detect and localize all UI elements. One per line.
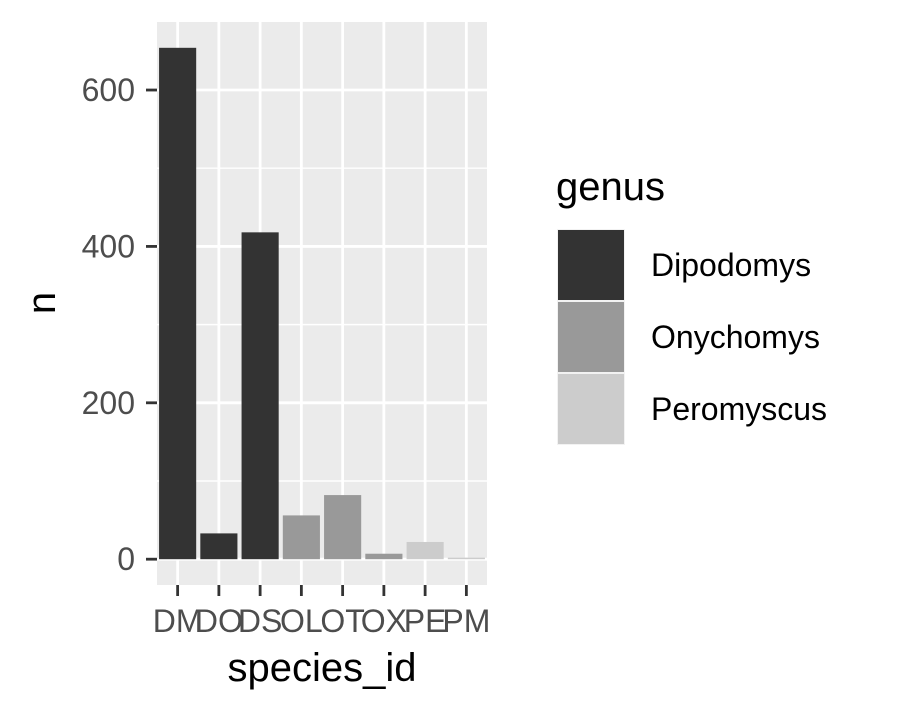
bar-DS bbox=[241, 232, 279, 560]
x-tick-label: PM bbox=[442, 603, 490, 639]
y-tick-label: 600 bbox=[82, 72, 135, 108]
bar-PE bbox=[406, 541, 444, 560]
x-axis-title: species_id bbox=[227, 646, 416, 690]
x-tick-label: OT bbox=[320, 603, 364, 639]
x-tick-label: DS bbox=[238, 603, 282, 639]
bar-OX bbox=[365, 553, 403, 560]
x-tick-label: OX bbox=[361, 603, 407, 639]
legend-label: Onychomys bbox=[651, 319, 820, 355]
legend-title: genus bbox=[556, 165, 665, 209]
y-axis-title: n bbox=[20, 292, 64, 314]
legend-swatch bbox=[558, 374, 624, 444]
y-tick-label: 0 bbox=[117, 541, 135, 577]
legend: genus Dipodomys Onychomys Peromyscus bbox=[556, 165, 827, 445]
y-axis: 0 200 400 600 bbox=[82, 72, 157, 577]
legend-label: Dipodomys bbox=[651, 247, 811, 283]
bars bbox=[159, 47, 485, 560]
plot-panel bbox=[157, 22, 487, 585]
x-tick-label: OL bbox=[280, 603, 323, 639]
x-tick-label: DM bbox=[153, 603, 203, 639]
bar-DM bbox=[159, 47, 197, 560]
y-tick-label: 200 bbox=[82, 385, 135, 421]
bar-OL bbox=[282, 515, 320, 560]
x-tick-label: PE bbox=[404, 603, 447, 639]
x-tick-label: DO bbox=[195, 603, 243, 639]
bar-DO bbox=[200, 533, 238, 560]
legend-swatch bbox=[558, 302, 624, 372]
bar-OT bbox=[324, 495, 362, 560]
legend-label: Peromyscus bbox=[651, 391, 827, 427]
y-tick-label: 400 bbox=[82, 228, 135, 264]
legend-swatch bbox=[558, 230, 624, 300]
bar-PM bbox=[447, 557, 485, 560]
